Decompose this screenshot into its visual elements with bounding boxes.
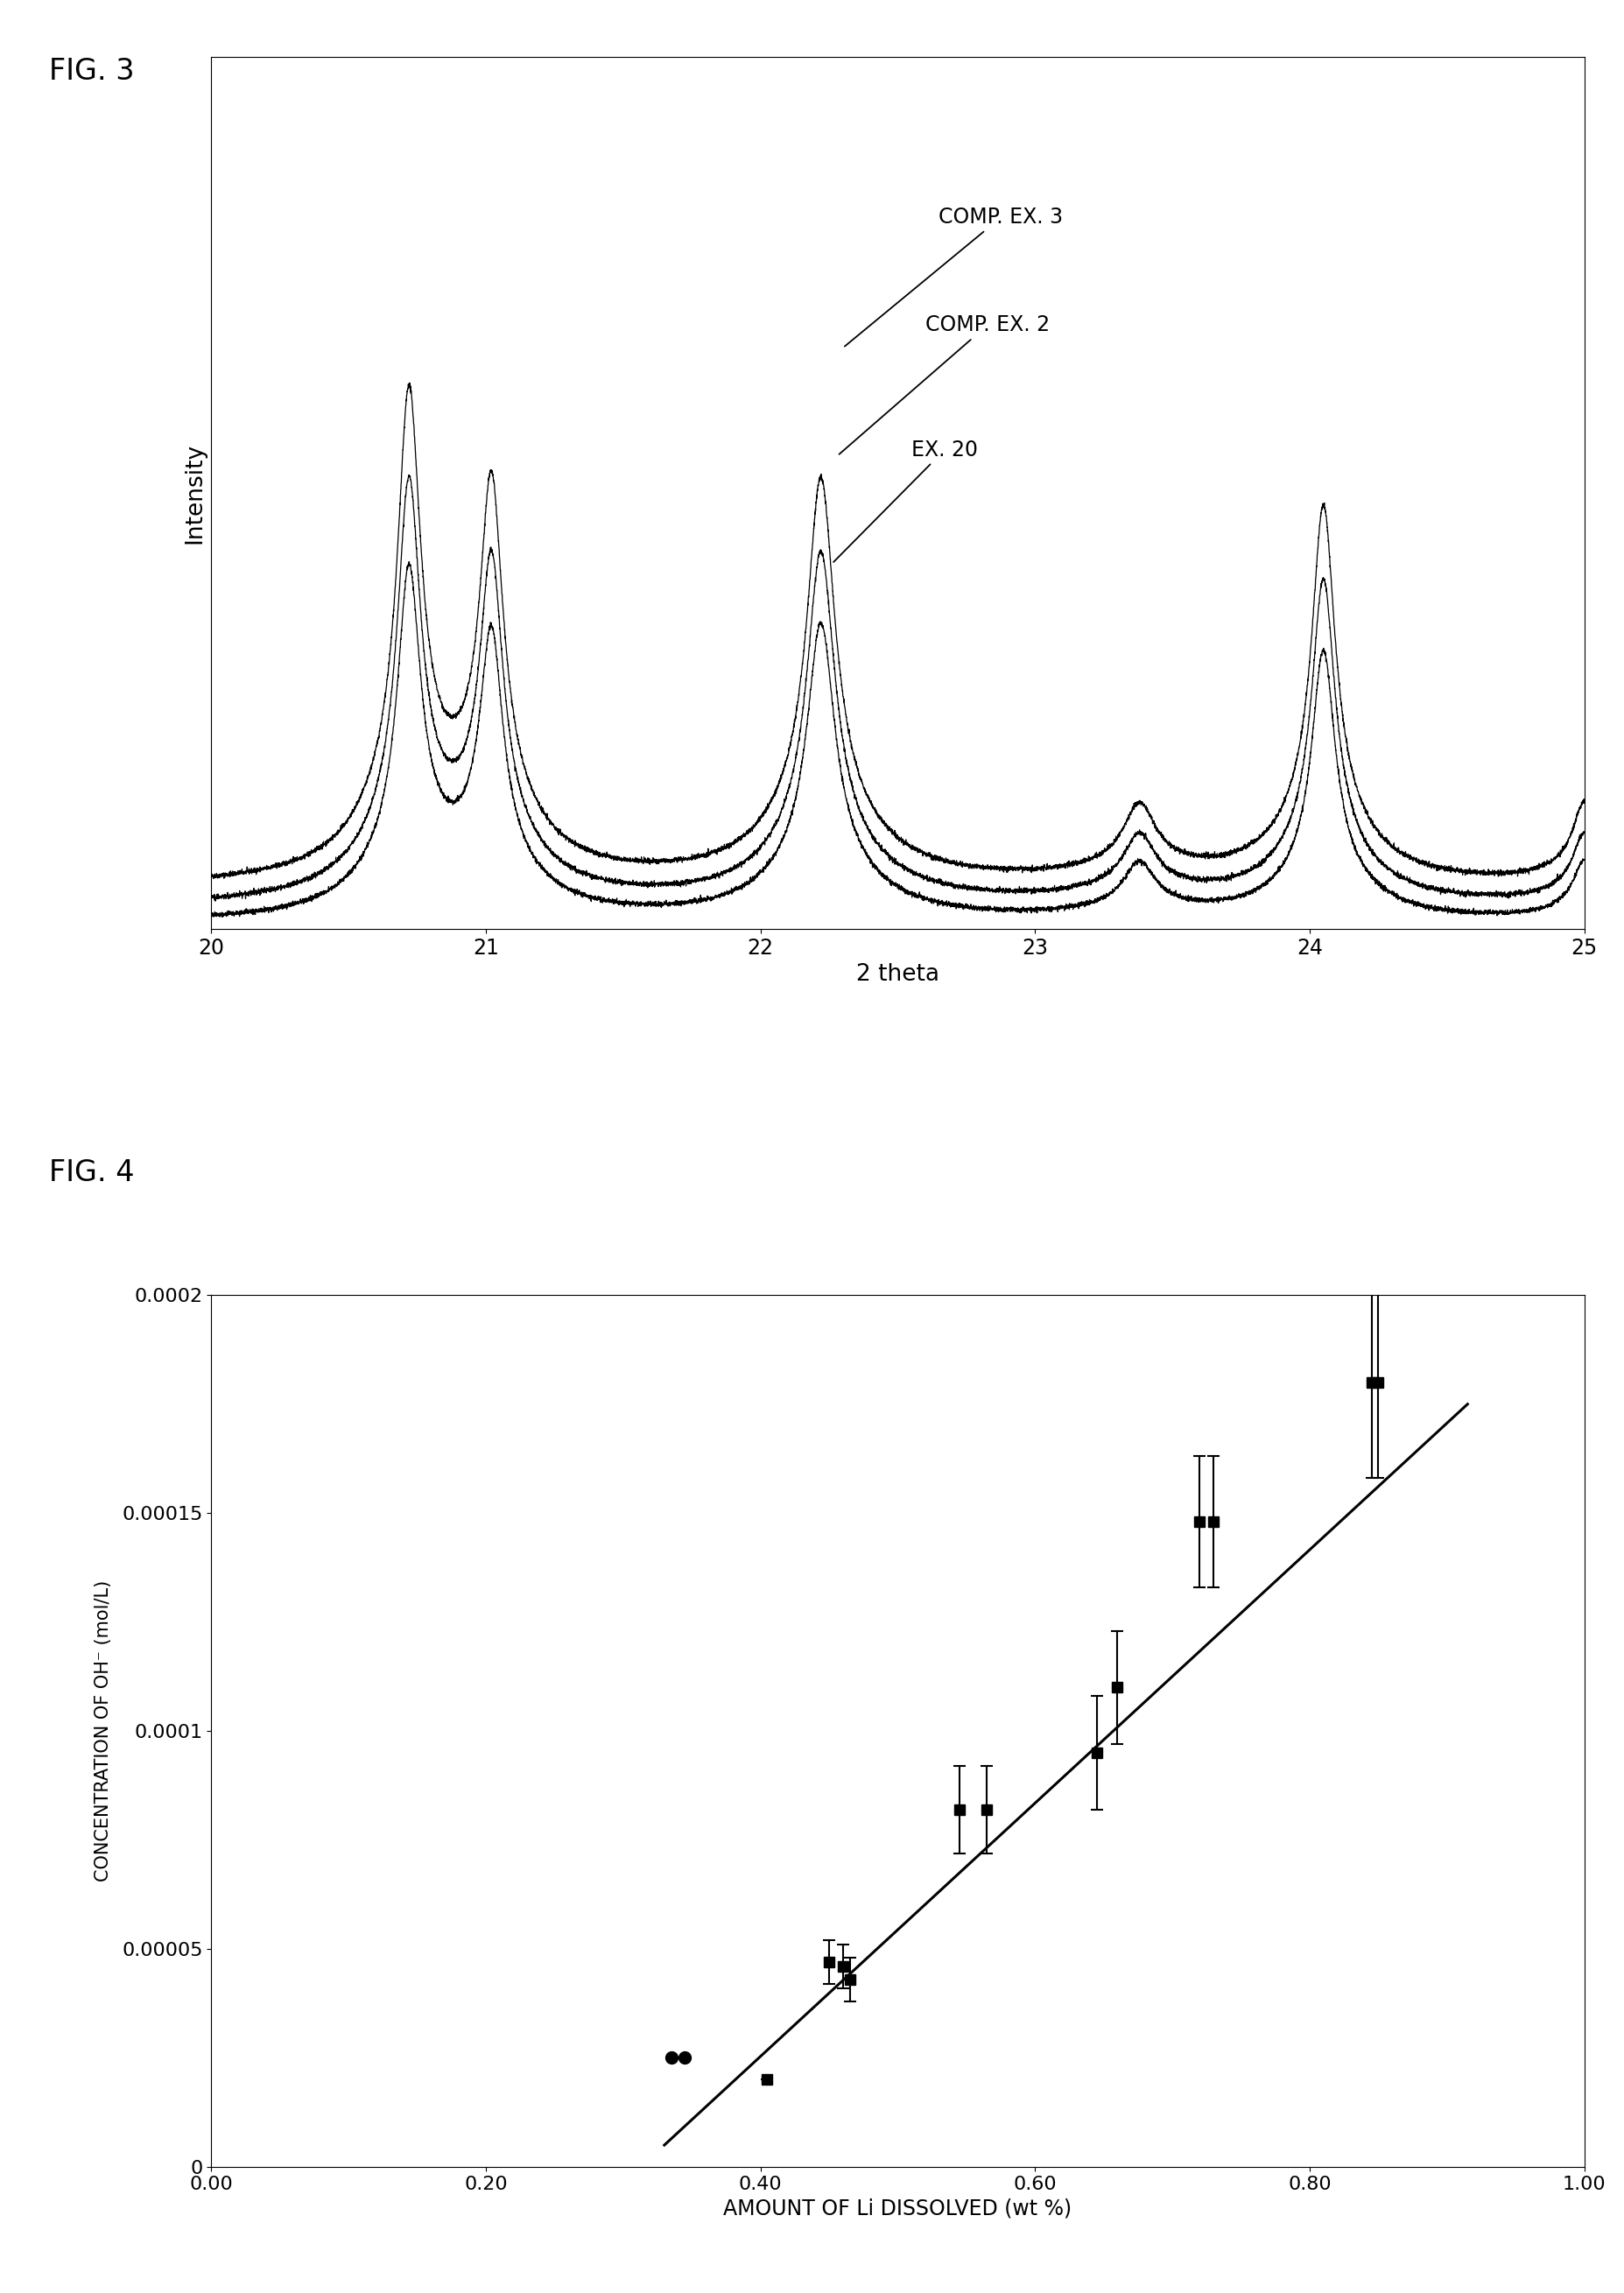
X-axis label: AMOUNT OF Li DISSOLVED (wt %): AMOUNT OF Li DISSOLVED (wt %) [723, 2197, 1072, 2220]
Y-axis label: CONCENTRATION OF OH⁻ (mol/L): CONCENTRATION OF OH⁻ (mol/L) [94, 1580, 112, 1883]
Text: EX. 20: EX. 20 [833, 440, 978, 562]
Y-axis label: Intensity: Intensity [184, 443, 206, 543]
Text: COMP. EX. 3: COMP. EX. 3 [844, 206, 1062, 346]
X-axis label: 2 theta: 2 theta [856, 963, 939, 986]
Text: FIG. 4: FIG. 4 [49, 1158, 135, 1188]
Text: COMP. EX. 2: COMP. EX. 2 [838, 314, 1049, 454]
Text: FIG. 3: FIG. 3 [49, 57, 135, 87]
